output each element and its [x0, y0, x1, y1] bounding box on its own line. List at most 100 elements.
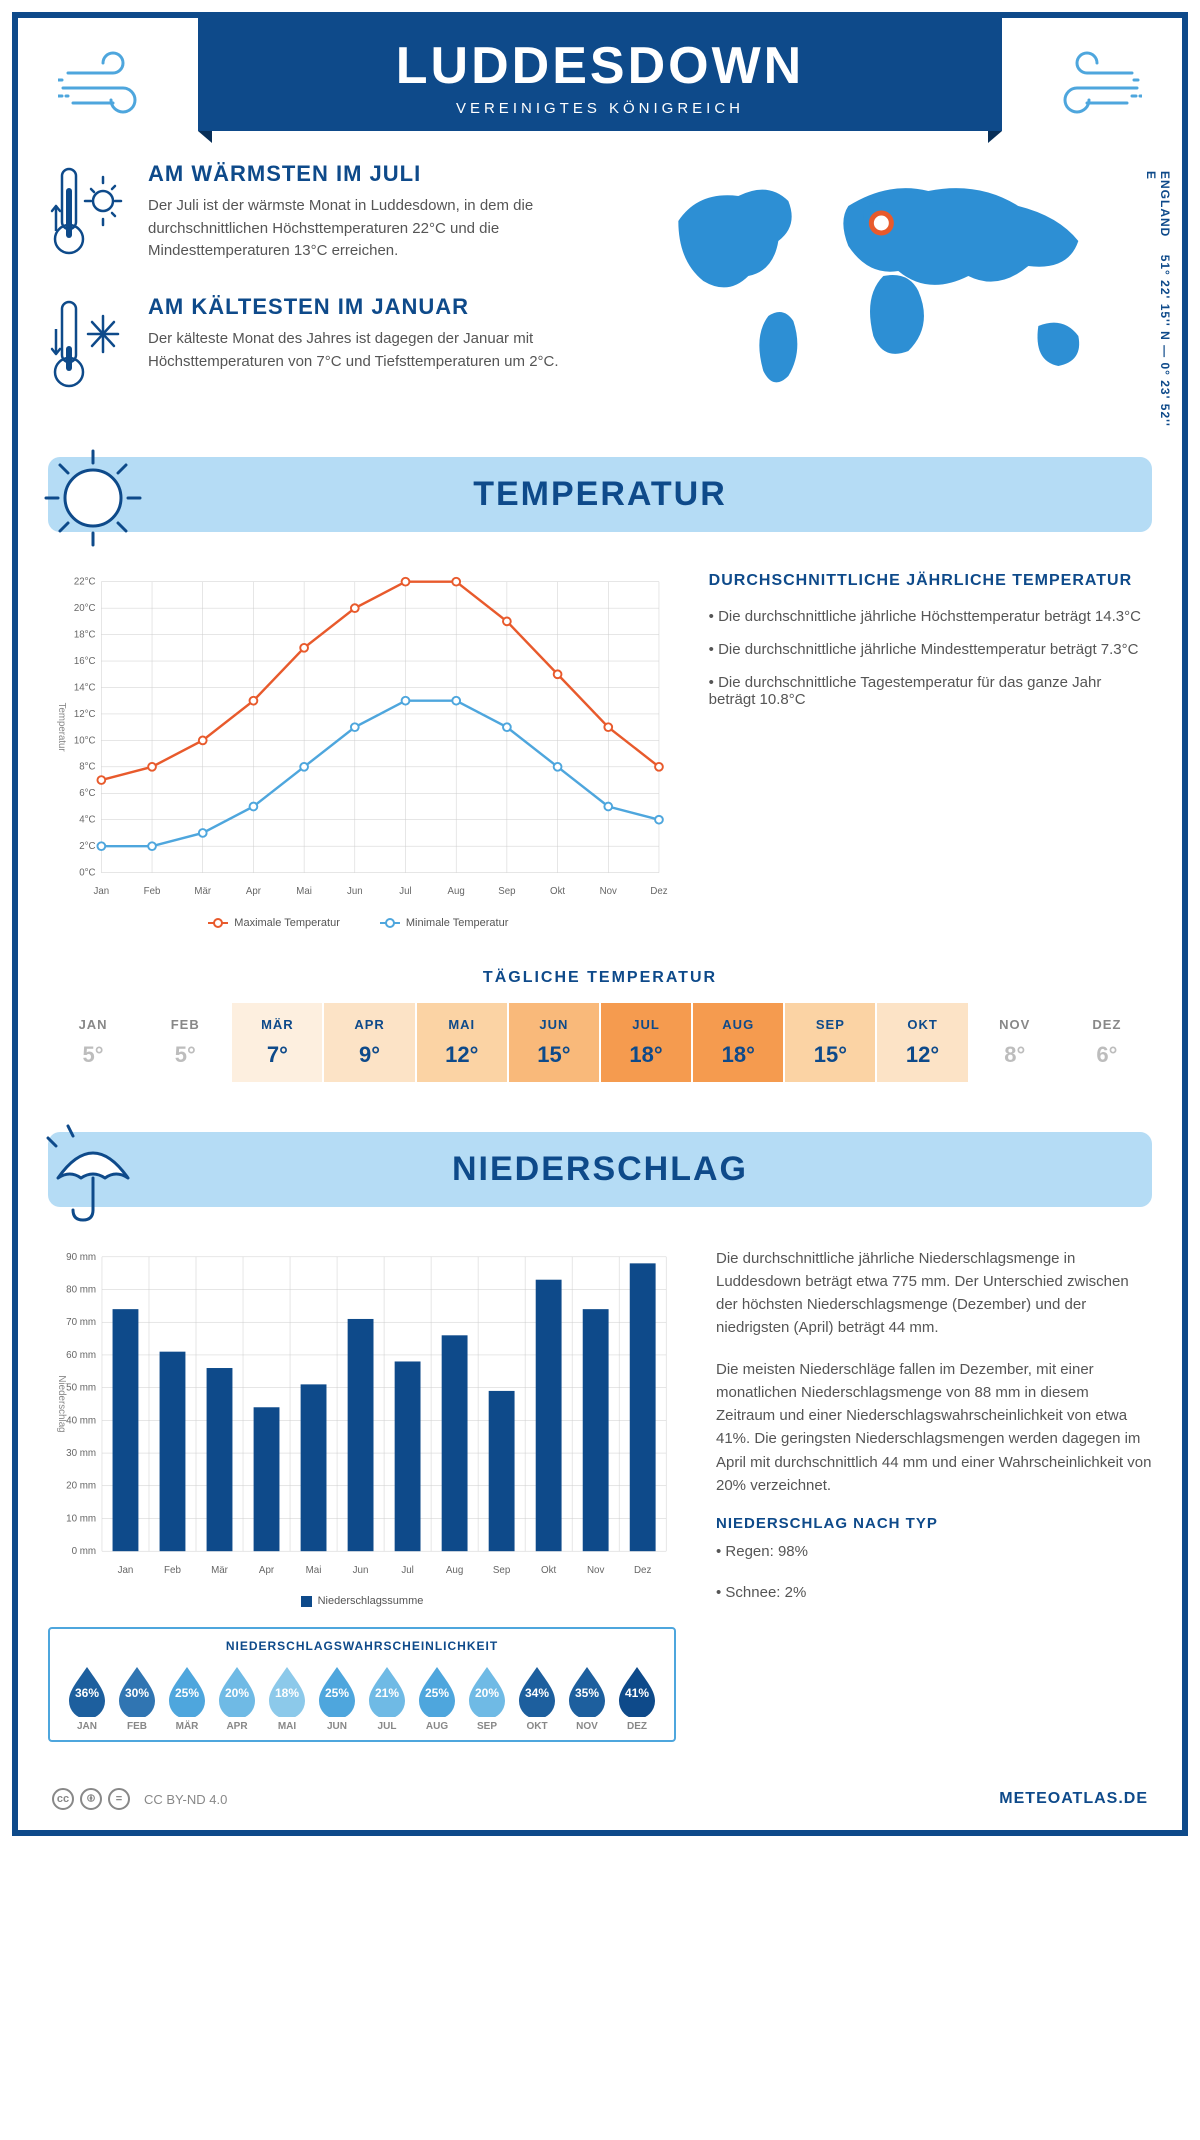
- precipitation-legend: Niederschlagssumme: [48, 1595, 676, 1607]
- svg-text:Jun: Jun: [353, 1564, 369, 1575]
- svg-text:80 mm: 80 mm: [66, 1284, 96, 1295]
- coldest-title: AM KÄLTESTEN IM JANUAR: [148, 294, 605, 320]
- daily-temp-cell: FEB5°: [140, 1003, 230, 1082]
- daily-temp-table: JAN5°FEB5°MÄR7°APR9°MAI12°JUN15°JUL18°AU…: [48, 1003, 1152, 1082]
- probability-cell: 36%JAN: [64, 1663, 110, 1732]
- svg-text:Temperatur: Temperatur: [56, 703, 67, 753]
- svg-text:22°C: 22°C: [74, 577, 96, 588]
- wind-decoration-icon: [1032, 48, 1142, 128]
- svg-text:Sep: Sep: [493, 1564, 511, 1575]
- daily-temp-cell: JUL18°: [601, 1003, 691, 1082]
- svg-text:2°C: 2°C: [79, 841, 95, 852]
- daily-temp-cell: MAI12°: [417, 1003, 507, 1082]
- svg-text:10°C: 10°C: [74, 735, 96, 746]
- site-name: METEOATLAS.DE: [999, 1790, 1148, 1808]
- probability-cell: 25%MÄR: [164, 1663, 210, 1732]
- svg-text:Apr: Apr: [259, 1564, 275, 1575]
- svg-text:14°C: 14°C: [74, 682, 96, 693]
- svg-text:Jan: Jan: [94, 886, 110, 897]
- daily-temp-cell: MÄR7°: [232, 1003, 322, 1082]
- warmest-title: AM WÄRMSTEN IM JULI: [148, 161, 605, 187]
- location-title: LUDDESDOWN: [198, 36, 1002, 96]
- svg-text:90 mm: 90 mm: [66, 1251, 96, 1262]
- precipitation-probability-box: NIEDERSCHLAGSWAHRSCHEINLICHKEIT 36%JAN30…: [48, 1627, 676, 1742]
- svg-text:8°C: 8°C: [79, 762, 95, 773]
- daily-temp-cell: DEZ6°: [1062, 1003, 1152, 1082]
- svg-text:18°C: 18°C: [74, 630, 96, 641]
- svg-text:50 mm: 50 mm: [66, 1382, 96, 1393]
- svg-text:Aug: Aug: [448, 886, 465, 897]
- svg-text:70 mm: 70 mm: [66, 1317, 96, 1328]
- thermometer-hot-icon: [48, 161, 128, 266]
- svg-text:Nov: Nov: [587, 1564, 605, 1575]
- svg-text:Jul: Jul: [399, 886, 411, 897]
- probability-cell: 35%NOV: [564, 1663, 610, 1732]
- probability-cell: 34%OKT: [514, 1663, 560, 1732]
- wind-decoration-icon: [58, 48, 168, 128]
- svg-text:Okt: Okt: [541, 1564, 557, 1575]
- precipitation-bar-chart: 0 mm10 mm20 mm30 mm40 mm50 mm60 mm70 mm8…: [48, 1247, 676, 1581]
- header-ribbon: LUDDESDOWN VEREINIGTES KÖNIGREICH: [198, 18, 1002, 131]
- svg-text:0 mm: 0 mm: [72, 1546, 97, 1557]
- coldest-text: Der kälteste Monat des Jahres ist dagege…: [148, 328, 605, 373]
- svg-text:Feb: Feb: [164, 1564, 181, 1575]
- daily-temp-cell: NOV8°: [970, 1003, 1060, 1082]
- temperature-legend: Maximale Temperatur Minimale Temperatur: [48, 917, 669, 929]
- svg-text:Mai: Mai: [306, 1564, 322, 1575]
- daily-temp-cell: SEP15°: [785, 1003, 875, 1082]
- svg-text:10 mm: 10 mm: [66, 1513, 96, 1524]
- precipitation-section-banner: NIEDERSCHLAG: [48, 1132, 1152, 1207]
- temperature-section-banner: TEMPERATUR: [48, 457, 1152, 532]
- probability-cell: 41%DEZ: [614, 1663, 660, 1732]
- probability-cell: 30%FEB: [114, 1663, 160, 1732]
- probability-cell: 20%SEP: [464, 1663, 510, 1732]
- daily-temp-title: TÄGLICHE TEMPERATUR: [48, 969, 1152, 987]
- location-country: VEREINIGTES KÖNIGREICH: [198, 100, 1002, 117]
- umbrella-icon: [38, 1118, 148, 1228]
- svg-text:Mär: Mär: [211, 1564, 229, 1575]
- svg-text:Nov: Nov: [600, 886, 617, 897]
- warmest-text: Der Juli ist der wärmste Monat in Luddes…: [148, 195, 605, 263]
- probability-cell: 21%JUL: [364, 1663, 410, 1732]
- svg-text:Jun: Jun: [347, 886, 363, 897]
- svg-text:20 mm: 20 mm: [66, 1480, 96, 1491]
- thermometer-cold-icon: [48, 294, 128, 399]
- sun-icon: [38, 443, 148, 553]
- svg-text:0°C: 0°C: [79, 868, 95, 879]
- svg-text:4°C: 4°C: [79, 815, 95, 826]
- probability-cell: 18%MAI: [264, 1663, 310, 1732]
- svg-text:16°C: 16°C: [74, 656, 96, 667]
- daily-temp-cell: OKT12°: [877, 1003, 967, 1082]
- svg-text:Mai: Mai: [296, 886, 312, 897]
- coordinates: ENGLAND 51° 22' 15'' N — 0° 23' 52'' E: [1144, 171, 1172, 427]
- world-map: ENGLAND 51° 22' 15'' N — 0° 23' 52'' E: [645, 161, 1152, 427]
- warmest-fact: AM WÄRMSTEN IM JULI Der Juli ist der wär…: [48, 161, 605, 266]
- probability-cell: 25%JUN: [314, 1663, 360, 1732]
- svg-text:30 mm: 30 mm: [66, 1448, 96, 1459]
- svg-text:6°C: 6°C: [79, 788, 95, 799]
- temperature-line-chart: 0°C 2°C 4°C 6°C 8°C 10°C 12°C 14°C 16°C 18°C 20°C 2…: [48, 572, 669, 902]
- svg-text:Aug: Aug: [446, 1564, 463, 1575]
- svg-text:40 mm: 40 mm: [66, 1415, 96, 1426]
- daily-temp-cell: AUG18°: [693, 1003, 783, 1082]
- svg-text:Jul: Jul: [401, 1564, 414, 1575]
- svg-text:12°C: 12°C: [74, 709, 96, 720]
- precipitation-summary: Die durchschnittliche jährliche Niedersc…: [716, 1247, 1152, 1743]
- svg-text:Jan: Jan: [118, 1564, 134, 1575]
- footer: cc 🅯 = CC BY-ND 4.0 METEOATLAS.DE: [48, 1772, 1152, 1810]
- svg-text:20°C: 20°C: [74, 603, 96, 614]
- daily-temp-cell: JUN15°: [509, 1003, 599, 1082]
- cc-nd-icon: =: [108, 1788, 130, 1810]
- daily-temp-cell: APR9°: [324, 1003, 414, 1082]
- cc-by-icon: 🅯: [80, 1788, 102, 1810]
- probability-cell: 20%APR: [214, 1663, 260, 1732]
- svg-text:Apr: Apr: [246, 886, 262, 897]
- svg-text:Mär: Mär: [194, 886, 211, 897]
- svg-text:Sep: Sep: [498, 886, 515, 897]
- daily-temp-cell: JAN5°: [48, 1003, 138, 1082]
- temperature-summary: DURCHSCHNITTLICHE JÄHRLICHE TEMPERATUR •…: [709, 572, 1152, 929]
- probability-cell: 25%AUG: [414, 1663, 460, 1732]
- svg-text:Okt: Okt: [550, 886, 565, 897]
- svg-text:Niederschlag: Niederschlag: [56, 1375, 67, 1432]
- cc-icon: cc: [52, 1788, 74, 1810]
